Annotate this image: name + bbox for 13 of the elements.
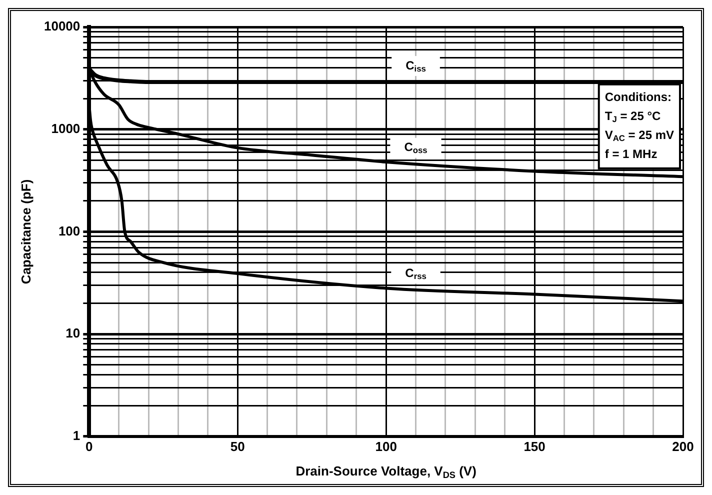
y-tick-label: 100 <box>58 223 80 238</box>
y-tick-label: 1 <box>72 428 80 443</box>
x-tick-label: 50 <box>230 438 245 454</box>
x-tick-label: 150 <box>524 438 546 454</box>
x-tick-label: 200 <box>672 438 694 454</box>
annotation: f = 1 MHz <box>604 147 658 162</box>
y-axis-title: Capacitance (pF) <box>18 179 34 284</box>
y-tick-label: 10000 <box>44 18 80 34</box>
annotation: Conditions: <box>604 90 672 104</box>
x-tick-label: 100 <box>375 438 397 454</box>
y-tick-label: 1000 <box>51 120 80 136</box>
y-tick-label: 10 <box>66 326 80 341</box>
x-tick-label: 0 <box>86 438 93 454</box>
